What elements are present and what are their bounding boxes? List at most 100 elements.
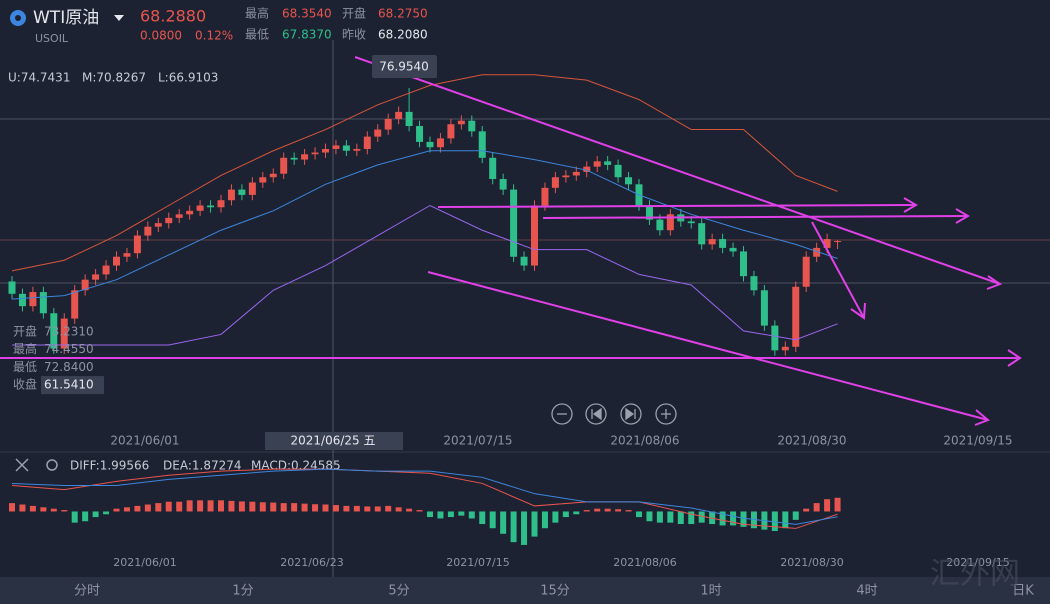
macd-bar bbox=[479, 511, 486, 525]
date-label: 2021/08/30 bbox=[780, 556, 843, 569]
candle-body bbox=[175, 214, 183, 218]
low-label: 最低 bbox=[245, 28, 269, 42]
candle-body bbox=[823, 239, 831, 248]
macd-legend-entry: DIFF:1.99566 bbox=[70, 459, 149, 473]
value-box bbox=[41, 376, 104, 395]
open-label: 开盘 bbox=[342, 6, 366, 21]
macd-bar bbox=[813, 503, 820, 512]
to-end[interactable] bbox=[620, 403, 642, 425]
candle-body bbox=[332, 145, 340, 149]
candle-body bbox=[740, 251, 747, 277]
tab[interactable]: 5分 bbox=[388, 584, 409, 599]
settings-icon[interactable] bbox=[46, 459, 58, 471]
macd-bar bbox=[228, 500, 235, 512]
date-label: 2021/08/06 bbox=[610, 434, 679, 448]
candle-body bbox=[750, 276, 758, 291]
info-value: 72.8400 bbox=[44, 360, 94, 374]
candle-body bbox=[625, 177, 633, 185]
date-label: 2021/06/23 bbox=[280, 556, 343, 569]
zoom-out[interactable] bbox=[551, 403, 573, 425]
candle-body bbox=[113, 256, 120, 266]
macd-bar bbox=[9, 503, 15, 512]
open: 68.2750 bbox=[378, 7, 428, 21]
candle-body bbox=[468, 120, 476, 132]
macd-bar bbox=[155, 503, 162, 512]
candle-body bbox=[165, 217, 173, 224]
candle-body bbox=[572, 171, 580, 176]
macd-bar bbox=[792, 511, 799, 520]
candle-body bbox=[551, 177, 559, 188]
tooltip-box bbox=[372, 55, 437, 78]
macd-bar bbox=[186, 500, 193, 512]
macd-bar bbox=[636, 511, 642, 518]
macd-bar bbox=[458, 511, 465, 516]
macd-bar bbox=[238, 501, 245, 512]
symbol-code: USOIL bbox=[35, 32, 69, 45]
tab[interactable]: 分时 bbox=[74, 584, 100, 599]
band-legend: U:74.7431 M:70.8267 L:66.9103 bbox=[8, 71, 218, 85]
trendlines bbox=[0, 56, 1022, 426]
tab[interactable]: 日K bbox=[1012, 584, 1034, 599]
macd-bar bbox=[447, 511, 454, 518]
change: 0.0800 bbox=[140, 29, 182, 43]
date-label: 2021/08/30 bbox=[777, 434, 846, 448]
low: 67.8370 bbox=[282, 28, 332, 42]
macd-bar bbox=[782, 511, 789, 529]
macd-bar bbox=[615, 509, 622, 512]
macd-bar bbox=[40, 507, 47, 512]
candle-body bbox=[217, 200, 225, 208]
macd-bar bbox=[698, 511, 705, 523]
date-label: 2021/08/06 bbox=[613, 556, 676, 569]
macd-bar bbox=[144, 504, 151, 512]
candle-body bbox=[792, 286, 800, 347]
candle-body bbox=[698, 223, 706, 245]
macd-bar bbox=[583, 510, 590, 512]
macd-bar bbox=[646, 511, 653, 522]
candle-body bbox=[426, 141, 434, 148]
candle-body bbox=[802, 256, 810, 287]
nav-buttons bbox=[551, 403, 677, 425]
close-icon[interactable] bbox=[15, 458, 29, 472]
dropdown[interactable] bbox=[114, 15, 124, 21]
tab[interactable]: 1分 bbox=[232, 584, 253, 599]
macd-bar bbox=[541, 511, 548, 529]
macd-bar bbox=[29, 505, 36, 512]
candle-body bbox=[781, 346, 789, 351]
symbol-name[interactable]: WTI原油 bbox=[33, 8, 99, 28]
tab[interactable]: 15分 bbox=[540, 584, 570, 599]
macd-bar bbox=[740, 511, 747, 527]
tab[interactable]: 1时 bbox=[700, 584, 721, 599]
macd-bar bbox=[406, 508, 413, 512]
macd-bar bbox=[385, 505, 392, 512]
macd-bar bbox=[677, 511, 684, 525]
macd-bar bbox=[824, 499, 831, 512]
candle-body bbox=[311, 152, 319, 155]
info-value: 61.5410 bbox=[44, 378, 94, 392]
macd-bar bbox=[374, 506, 381, 512]
macd-bar bbox=[395, 507, 402, 512]
macd-bar bbox=[259, 502, 266, 512]
zoom-in[interactable] bbox=[655, 403, 677, 425]
date-label: 2021/06/01 bbox=[113, 556, 176, 569]
macd-bar bbox=[353, 505, 360, 512]
candle-body bbox=[81, 279, 89, 291]
macd-bar bbox=[625, 510, 632, 512]
candle-body bbox=[29, 292, 37, 307]
candle-body bbox=[499, 179, 507, 190]
macd-bar bbox=[562, 511, 569, 518]
macd-bar bbox=[301, 503, 308, 512]
macd-bar bbox=[730, 511, 737, 526]
candle-body bbox=[562, 175, 570, 178]
macd-bar bbox=[552, 511, 559, 523]
band-legend-entry: U:74.7431 bbox=[8, 71, 70, 85]
info-label: 最低 bbox=[13, 360, 37, 374]
to-start[interactable] bbox=[585, 403, 607, 425]
candle-body bbox=[92, 274, 100, 280]
tab[interactable]: 4时 bbox=[856, 584, 877, 599]
candle-body bbox=[771, 325, 779, 351]
macd-bar bbox=[19, 504, 26, 512]
macd-bar bbox=[50, 508, 57, 512]
macd-bar bbox=[207, 500, 214, 512]
macd-bar bbox=[123, 507, 130, 512]
